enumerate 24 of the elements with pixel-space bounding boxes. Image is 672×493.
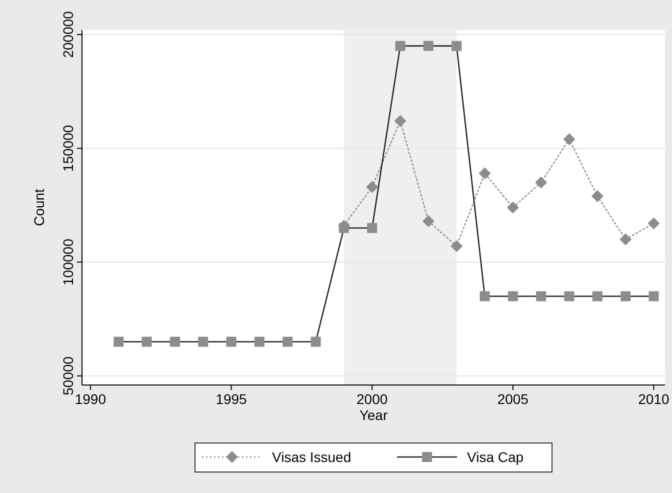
y-tick-label: 50000	[60, 356, 76, 396]
x-axis-title: Year	[359, 407, 388, 423]
x-tick-label: 1995	[216, 391, 248, 407]
point	[506, 202, 519, 214]
y-axis-title: Count	[31, 188, 47, 226]
point	[422, 215, 434, 228]
y-tick-label: 200000	[60, 10, 76, 58]
x-tick-label: 1990	[74, 391, 106, 407]
x-tick-label: 2005	[497, 391, 529, 407]
y-tick-label: 100000	[60, 238, 76, 286]
legend-label: Visa Cap	[467, 449, 524, 465]
point	[535, 176, 548, 188]
point	[620, 233, 632, 246]
point	[648, 217, 660, 230]
y-tick-label: 150000	[60, 124, 76, 172]
legend-label: Visas Issued	[272, 449, 352, 465]
x-tick-label: 2000	[356, 391, 388, 407]
point	[394, 115, 406, 128]
point	[478, 167, 491, 180]
point	[563, 133, 576, 146]
point	[450, 240, 463, 252]
x-tick-label: 2010	[638, 391, 670, 407]
point	[366, 181, 378, 194]
point	[591, 190, 604, 202]
